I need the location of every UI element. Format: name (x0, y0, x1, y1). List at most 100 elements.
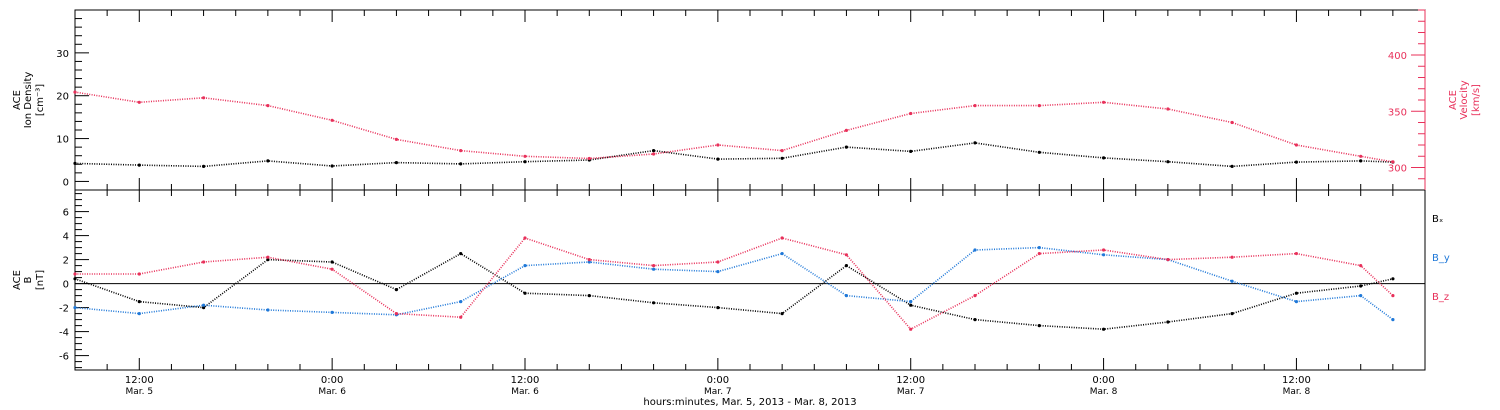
bx-point (1037, 324, 1041, 328)
bottom-ylabel-line1: ACE (12, 270, 23, 290)
velocity-point (844, 128, 849, 132)
bz-point (330, 267, 334, 271)
top-right-y-tick-label: 400 (1388, 51, 1407, 62)
by-point (1294, 300, 1298, 304)
top-right-y-ticks: 300 350 400 (1388, 9, 1426, 190)
velocity-point (459, 149, 463, 153)
density-point (73, 161, 77, 165)
bx-point (587, 294, 591, 298)
velocity-point (587, 156, 591, 161)
bz-point (1359, 264, 1363, 268)
velocity-point (1166, 107, 1170, 111)
bx-point (844, 264, 849, 268)
velocity-trace (74, 91, 1394, 163)
bx-point (1294, 291, 1298, 295)
density-point (266, 159, 270, 163)
by-point (652, 267, 656, 271)
by-point (1359, 294, 1363, 298)
series-ion-density (73, 141, 1395, 168)
by-point (523, 264, 527, 268)
x-tick-date-label: Mar. 8 (1283, 387, 1311, 397)
density-point (652, 149, 656, 153)
bz-point (1166, 258, 1170, 262)
density-point (137, 163, 141, 167)
series-velocity (73, 90, 1395, 164)
bz-point (394, 312, 398, 316)
bx-point (1102, 327, 1106, 331)
density-point (1166, 160, 1170, 164)
top-y-tick-label: 20 (56, 92, 69, 103)
bottom-y-tick-label: 4 (63, 232, 69, 243)
bottom-y-tick-label: -4 (59, 328, 69, 339)
bottom-y-tick-label: -6 (59, 352, 69, 363)
velocity-point (716, 143, 720, 147)
density-point (523, 160, 527, 164)
bottom-panel-frame (74, 189, 1426, 371)
bz-trace (75, 237, 1394, 331)
velocity-point (1359, 154, 1363, 158)
top-ylabel-units: [cm⁻³] (35, 84, 46, 116)
bx-point (909, 303, 913, 307)
x-axis-title: hours:minutes, Mar. 5, 2013 - Mar. 8, 20… (643, 397, 856, 408)
bx-point (73, 277, 77, 281)
legend-bz: B_z (1432, 292, 1449, 303)
density-point (1037, 150, 1041, 154)
x-tick-time-label: 12:00 (1282, 375, 1311, 386)
density-point (716, 157, 720, 161)
by-point (266, 308, 270, 312)
bz-point (780, 236, 784, 240)
bz-point (266, 255, 270, 259)
bottom-y-tick-label: -2 (59, 304, 69, 315)
density-point (330, 164, 334, 168)
by-point (587, 260, 591, 264)
velocity-point (1102, 100, 1106, 104)
bottom-left-y-ticks: 6 4 2 0 -2 -4 -6 (59, 193, 89, 369)
velocity-point (780, 149, 784, 153)
x-tick-date-label: Mar. 6 (511, 387, 539, 397)
velocity-point (202, 96, 206, 100)
by-point (909, 300, 913, 304)
top-right-ylabel-units: [km/s] (1471, 84, 1482, 116)
x-tick-time-label: 12:00 (511, 375, 540, 386)
velocity-point (266, 104, 270, 108)
bx-point (394, 288, 398, 292)
top-ylabel-line2: Ion Density (23, 72, 34, 129)
bz-point (844, 253, 849, 257)
bz-point (1037, 252, 1041, 256)
legend-bx: Bₓ (1432, 214, 1443, 225)
bottom-ylabel-units: [nT] (35, 270, 46, 290)
x-tick-time-label: 0:00 (1092, 375, 1114, 386)
velocity-point (137, 100, 141, 104)
density-point (844, 145, 849, 149)
top-right-y-tick-label: 350 (1388, 107, 1407, 118)
top-left-y-ticks: 0 10 20 30 (56, 9, 89, 188)
velocity-point (909, 111, 913, 116)
x-tick-date-label: Mar. 7 (704, 387, 732, 397)
density-point (202, 164, 206, 168)
density-trace (74, 142, 1393, 168)
bz-point (1230, 255, 1234, 259)
series-by (73, 246, 1395, 322)
bx-point (459, 252, 463, 256)
bx-point (652, 301, 656, 305)
by-trace (74, 246, 1394, 321)
bx-point (266, 258, 270, 262)
by-point (1037, 246, 1041, 250)
bx-point (780, 312, 784, 316)
bottom-y-tick-label: 2 (63, 256, 69, 267)
bx-point (137, 300, 141, 304)
density-point (394, 161, 398, 165)
bx-point (523, 291, 527, 295)
legend-by: B_y (1432, 253, 1450, 264)
by-point (330, 310, 334, 314)
density-point (973, 141, 977, 145)
density-point (1359, 159, 1363, 163)
bz-point (973, 294, 977, 298)
bz-point (73, 272, 77, 276)
top-ylabel-line1: ACE (12, 90, 23, 110)
by-point (973, 248, 977, 252)
top-y-tick-label: 30 (56, 49, 69, 60)
density-point (780, 156, 784, 160)
